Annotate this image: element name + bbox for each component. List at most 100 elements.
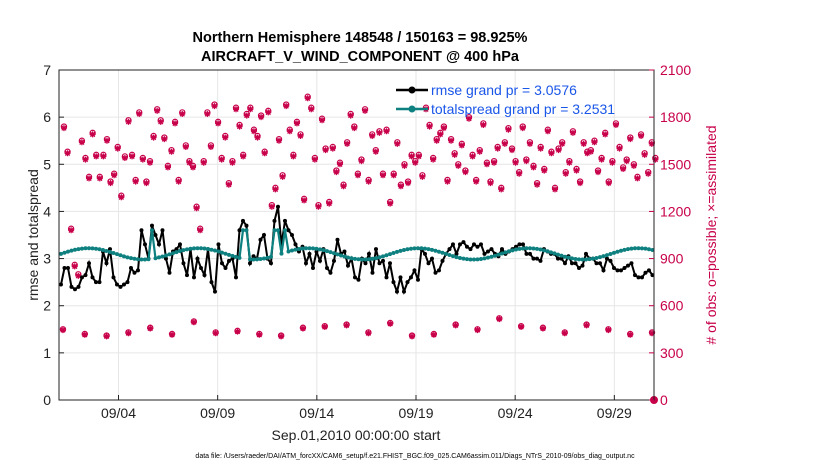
rmse-point: [447, 247, 452, 252]
obs-assimilated-point: [301, 197, 308, 204]
x-tick-label: 09/04: [101, 405, 136, 421]
totalspread-point: [461, 256, 466, 261]
obs-assimilated-point: [121, 155, 128, 161]
obs-assimilated-point: [412, 159, 419, 166]
obs-assimilated-point: [612, 122, 619, 128]
rmse-point: [317, 258, 322, 263]
rmse-point: [580, 263, 585, 268]
obs-assimilated-point: [125, 330, 132, 337]
totalspread-point: [286, 249, 291, 254]
obs-assimilated-point: [573, 167, 580, 174]
totalspread-point: [132, 256, 137, 261]
totalspread-point: [100, 248, 105, 253]
totalspread-point: [517, 246, 522, 251]
obs-assimilated-point: [387, 320, 394, 327]
totalspread-point: [156, 255, 161, 260]
series-layer: [58, 204, 655, 296]
rmse-point: [268, 261, 273, 266]
rmse-point: [160, 228, 165, 233]
totalspread-point: [468, 257, 473, 262]
totalspread-point: [282, 228, 287, 233]
rmse-point: [384, 275, 389, 280]
totalspread-point: [300, 246, 305, 251]
totalspread-point: [559, 253, 564, 258]
y-right-tick-label: 600: [660, 298, 684, 314]
obs-assimilated-point: [299, 325, 306, 332]
obs-assimilated-point: [351, 125, 358, 132]
obs-assimilated-point: [71, 263, 78, 270]
rmse-point: [331, 258, 336, 263]
obs-assimilated-point: [648, 140, 655, 147]
y-axis-label: rmse and totalspread: [25, 169, 41, 301]
obs-assimilated-point: [268, 203, 275, 210]
rmse-point: [625, 263, 630, 268]
obs-assimilated-point: [193, 205, 200, 212]
obs-assimilated-point: [474, 327, 481, 334]
obs-assimilated-point: [212, 330, 219, 337]
y-right-tick-label: 900: [660, 251, 684, 267]
rmse-point: [139, 228, 144, 233]
totalspread-point: [503, 250, 508, 255]
totalspread-point: [268, 254, 273, 259]
obs-assimilated-point: [552, 186, 559, 193]
totalspread-point: [478, 256, 483, 261]
totalspread-point: [496, 252, 501, 257]
rmse-point: [499, 247, 504, 252]
obs-assimilated-point: [598, 156, 605, 163]
totalspread-point: [251, 257, 256, 262]
obs-assimilated-point: [286, 128, 293, 135]
obs-assimilated-point: [498, 186, 505, 193]
totalspread-point: [170, 251, 175, 256]
rmse-point: [163, 256, 168, 261]
obs-assimilated-point: [233, 106, 240, 113]
rmse-point: [475, 244, 480, 249]
obs-assimilated-point: [483, 161, 490, 168]
rmse-point: [104, 261, 109, 266]
totalspread-point: [160, 254, 165, 259]
obs-assimilated-point: [437, 131, 444, 138]
obs-assimilated-point: [89, 131, 96, 138]
obs-assimilated-point: [539, 325, 546, 332]
totalspread-point: [583, 257, 588, 262]
chart-title: Northern Hemisphere 148548 / 150163 = 98…: [193, 30, 528, 46]
rmse-point: [471, 242, 476, 247]
obs-assimilated-point: [362, 107, 369, 114]
obs-assimilated-point: [215, 120, 222, 127]
totalspread-point: [331, 251, 336, 256]
totalspread-point: [104, 248, 109, 253]
obs-assimilated-point: [487, 180, 494, 187]
rmse-point: [202, 273, 207, 278]
totalspread-point: [254, 257, 259, 262]
totalspread-point: [188, 246, 193, 251]
obs-assimilated-point: [584, 150, 591, 157]
rmse-point: [468, 247, 473, 252]
obs-assimilated-point: [111, 172, 118, 179]
obs-assimilated-point: [465, 115, 472, 122]
x-tick-label: 09/09: [200, 405, 235, 421]
totalspread-point: [205, 247, 210, 252]
rmse-point: [251, 254, 256, 259]
obs-assimilated-point: [107, 180, 114, 187]
totalspread-point: [492, 253, 497, 258]
totalspread-point: [618, 248, 623, 253]
totalspread-point: [62, 250, 67, 255]
obs-assimilated-point: [566, 159, 573, 166]
obs-assimilated-point: [394, 140, 401, 147]
totalspread-point: [349, 256, 354, 261]
obs-assimilated-point: [476, 148, 483, 155]
obs-assimilated-point: [469, 153, 476, 160]
totalspread-point: [146, 257, 151, 262]
rmse-point: [191, 275, 196, 280]
totalspread-point: [359, 257, 364, 262]
totalspread-point: [317, 247, 322, 252]
totalspread-point: [261, 256, 266, 261]
obs-assimilated-point: [168, 148, 175, 155]
obs-assimilated-point: [496, 316, 503, 323]
obs-assimilated-point: [322, 147, 329, 154]
totalspread-point: [86, 246, 91, 251]
obs-assimilated-point: [247, 106, 254, 113]
obs-assimilated-point: [609, 159, 616, 166]
totalspread-point: [135, 257, 140, 262]
obs-assimilated-point: [59, 327, 66, 334]
